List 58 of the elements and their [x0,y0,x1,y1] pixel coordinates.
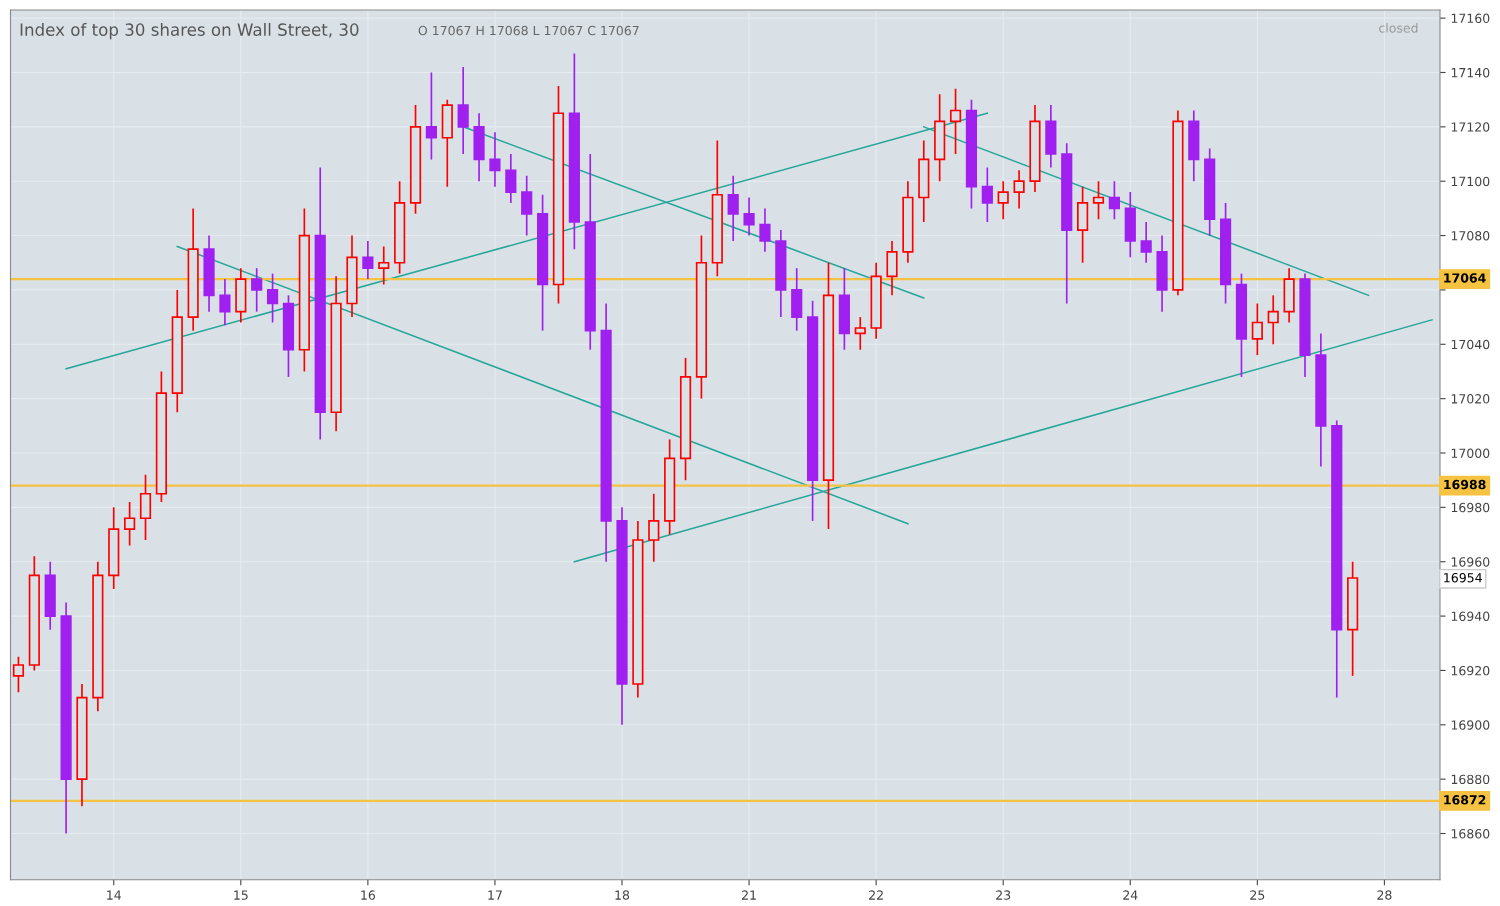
candlestick [1092,180,1105,221]
x-tick-label: 23 [996,890,1011,900]
y-tick-label: 17100 [1451,176,1490,187]
candlestick [1267,294,1279,346]
y-tick-label: 17020 [1451,394,1490,404]
x-tick-label: 22 [869,890,883,900]
x-tick-label: 14 [107,890,121,900]
candlestick [854,316,866,351]
y-tick-label: 16860 [1451,828,1490,839]
candlestick [727,174,739,242]
text: Index of top 30 shares on Wall Street, 30 [20,23,359,40]
x-tick-label: 21 [742,890,756,900]
x-tick-label: 18 [615,890,630,900]
x-tick-label: 16 [361,890,376,900]
y-tick-label: 16960 [1451,557,1490,567]
candlestick [505,153,517,204]
y-tick-label: 16920 [1451,665,1490,676]
candlestick [1251,302,1263,356]
candlestick [997,180,1009,221]
candlestick [378,245,390,286]
y-tick-label: 16980 [1451,502,1490,513]
candlestick [425,71,438,161]
candlestick [219,278,231,327]
annotation: closed [1379,23,1418,33]
candlestick [362,240,374,280]
ref-line-label: 16872 [1444,795,1486,805]
y-tick-label: 16900 [1451,720,1490,730]
y-tick-label: 17120 [1451,122,1490,132]
x-tick-label: 24 [1123,890,1138,900]
y-tick-label: 17160 [1451,13,1490,24]
x-tick-label: 17 [488,890,502,900]
y-tick-label: 16940 [1451,611,1490,622]
candlestick [1108,180,1120,221]
text: 16954 [1444,572,1482,583]
candlestick [1013,169,1025,210]
candlestick [1140,221,1152,264]
candlestick [759,207,771,253]
candlestick [521,174,533,237]
candlestick [266,272,279,324]
x-tick-label: 28 [1377,890,1392,900]
candlestick [743,196,755,237]
candlestick [489,131,501,188]
candlestick [648,492,660,563]
annotation: O 17067 H 17068 L 17067 C 17067 [418,25,639,36]
y-tick-label: 17140 [1451,67,1490,78]
x-tick-label: 15 [234,890,248,900]
x-tick-label: 25 [1250,890,1265,900]
y-tick-label: 17000 [1451,448,1490,458]
candlestick [457,66,469,155]
candlestick [949,87,962,155]
y-tick-label: 17040 [1451,339,1490,350]
ref-line-label: 16988 [1444,479,1486,490]
ref-line-label: 17064 [1444,273,1486,283]
candlestick [124,501,136,547]
y-tick-label: 16880 [1451,774,1490,785]
candlestick [981,166,993,223]
candlestick [251,267,263,313]
y-tick-label: 17080 [1451,231,1490,241]
